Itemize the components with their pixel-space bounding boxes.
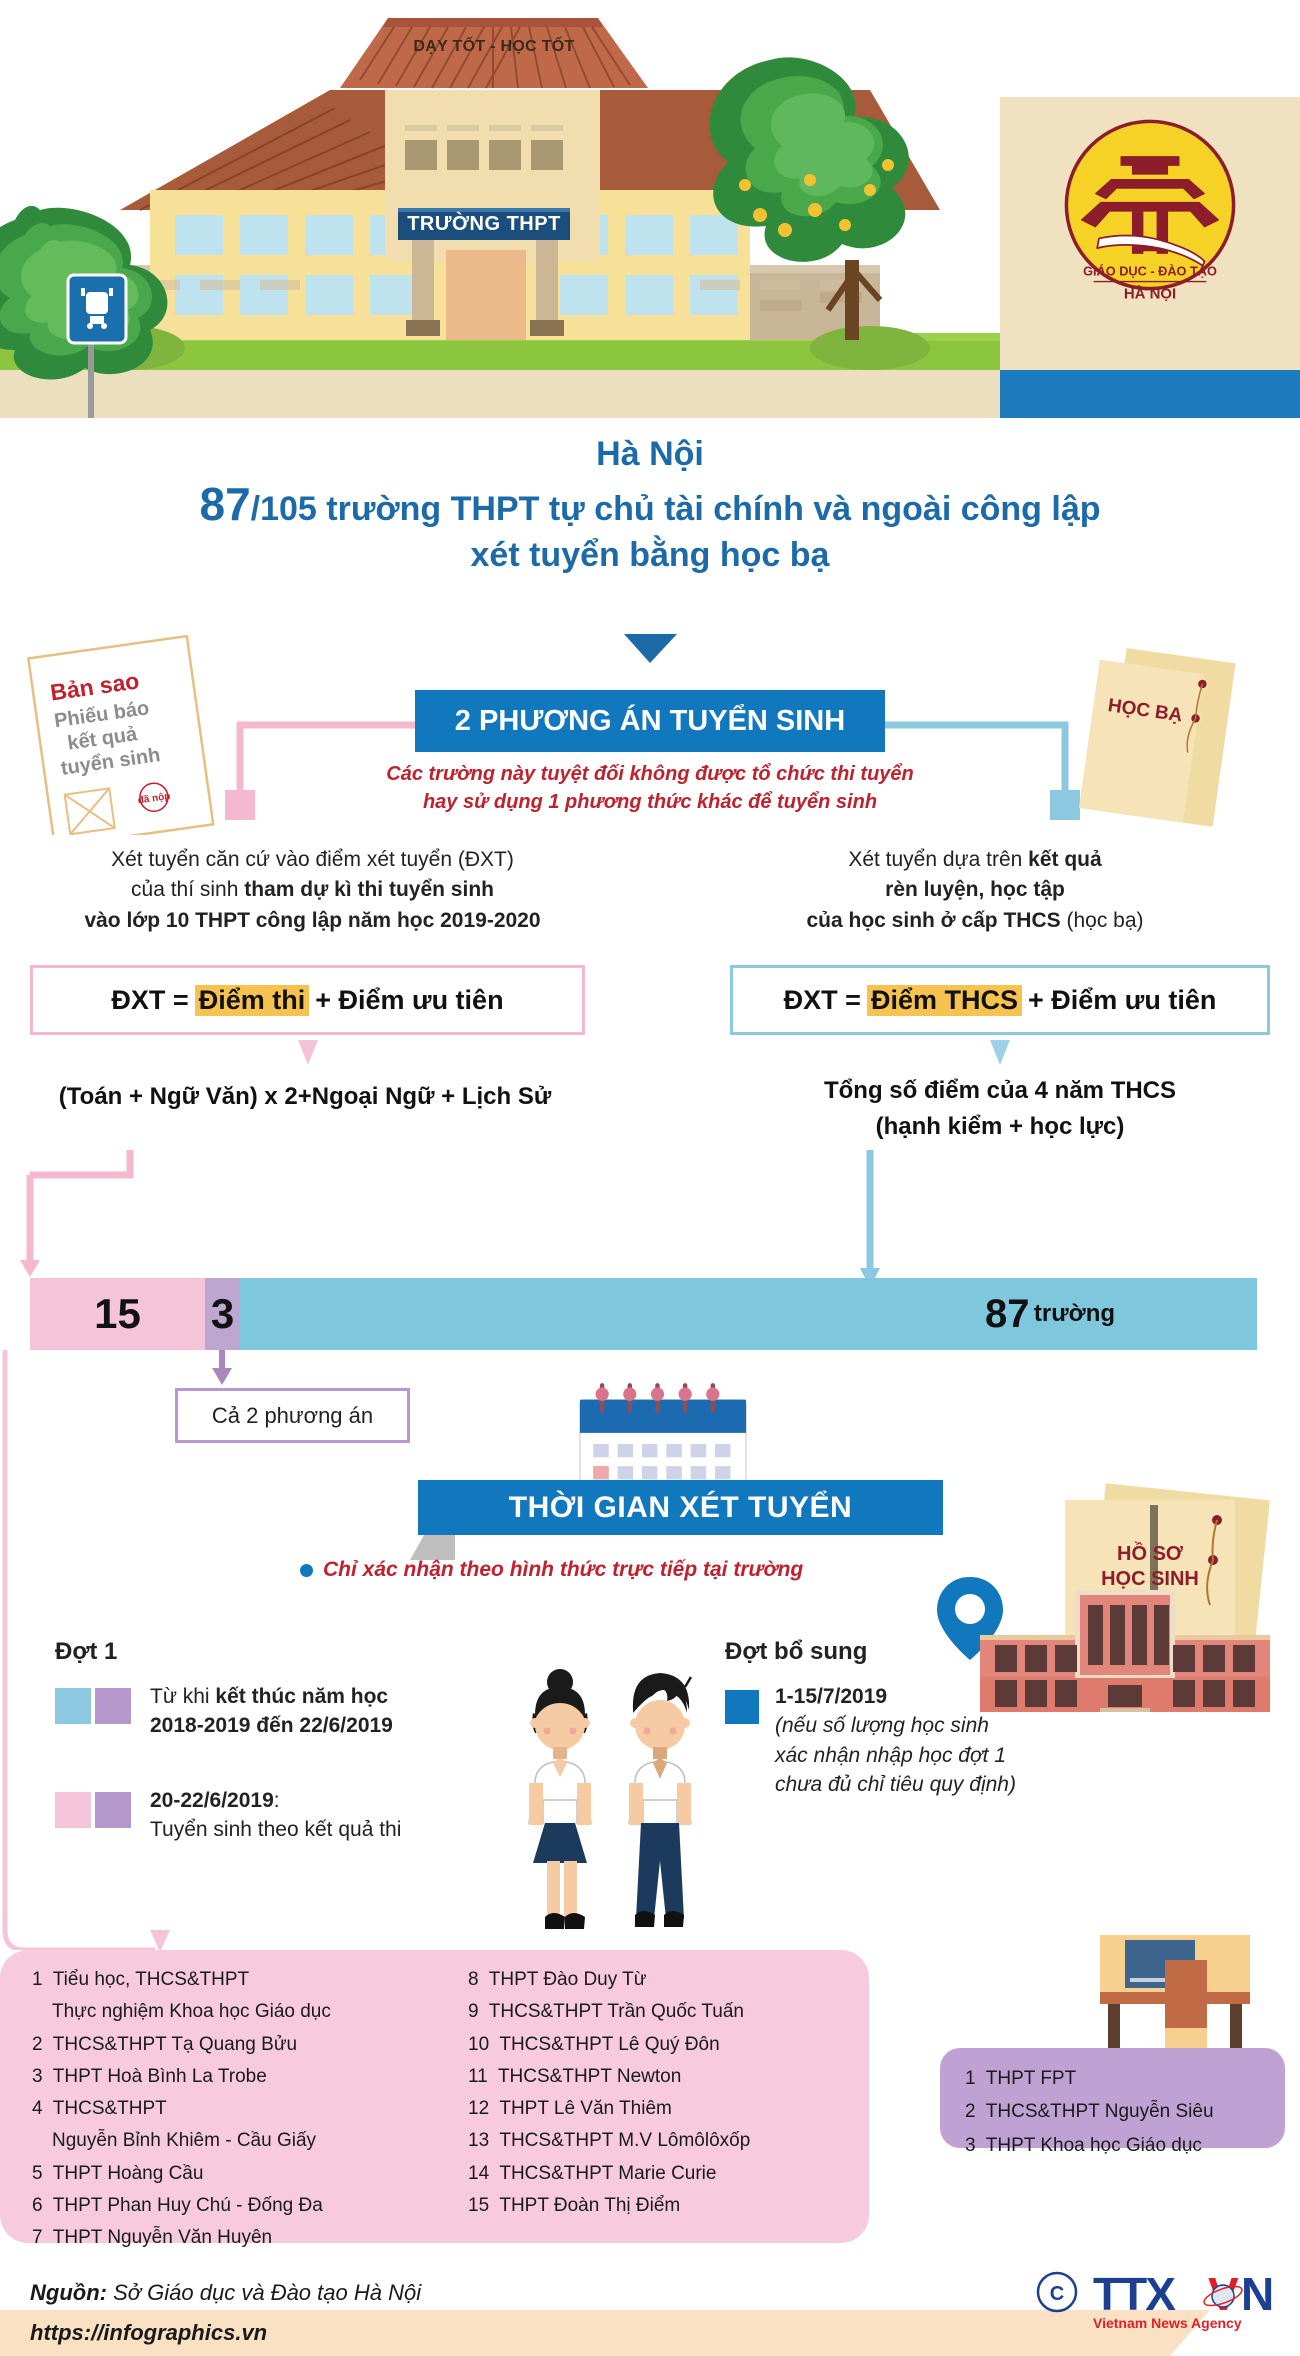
svg-text:C: C <box>1050 2283 1064 2305</box>
svg-text:Vietnam News Agency: Vietnam News Agency <box>1093 2315 1242 2331</box>
svg-text:GIÁO DỤC - ĐÀO TẠO: GIÁO DỤC - ĐÀO TẠO <box>1083 263 1217 278</box>
svg-text:HỌC SINH: HỌC SINH <box>1101 1568 1199 1590</box>
svg-text:HÀ NỘI: HÀ NỘI <box>1124 284 1176 302</box>
svg-text:HỒ SƠ: HỒ SƠ <box>1117 1541 1184 1565</box>
svg-text:N: N <box>1241 2268 1274 2320</box>
svg-text:TTX: TTX <box>1093 2268 1176 2320</box>
